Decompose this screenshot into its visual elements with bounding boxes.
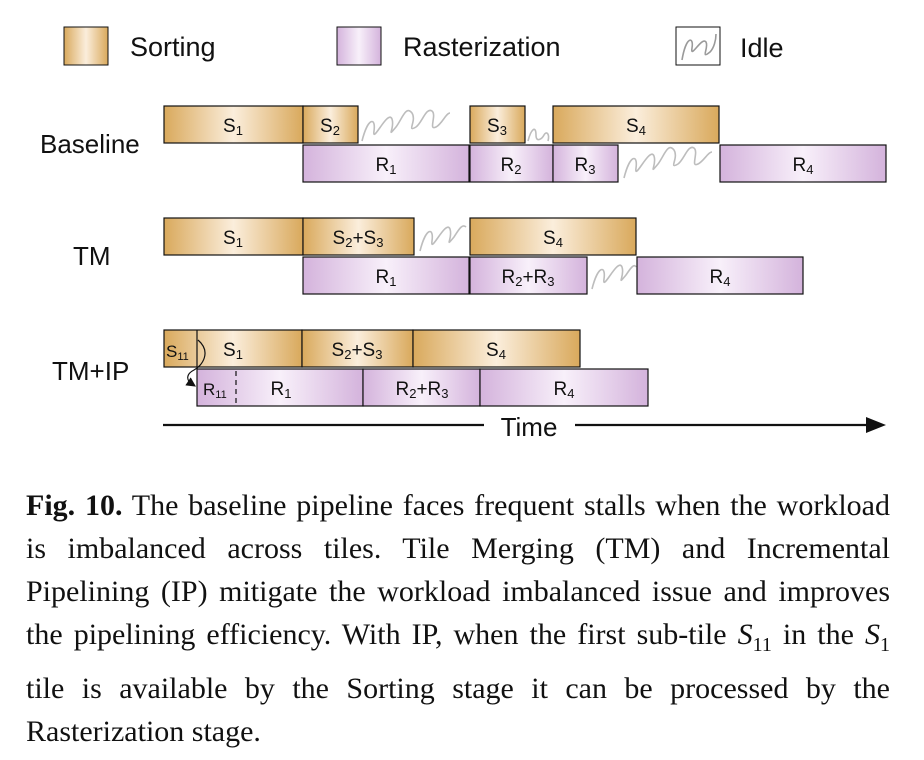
block-label: S4 [626,116,646,138]
block-label: S1 [223,228,243,250]
legend-rasterization-swatch [336,26,382,66]
rasterization-block [469,144,554,183]
legend: Sorting Rasterization Idle [63,26,784,66]
row-label-baseline: Baseline [40,129,140,159]
time-axis: Time [163,412,886,442]
row-label-tm-ip: TM+IP [52,356,129,386]
block-label: S11 [166,342,189,363]
block-label: R2+R3 [395,379,448,401]
block-label: S4 [486,340,506,362]
caption-text: tile is available by the Sorting stage i… [26,672,890,748]
idle-squiggle [591,264,637,290]
block-label: R1 [376,155,397,177]
rasterization-block [302,256,470,295]
rasterization-block [636,256,804,295]
rasterization-block [552,144,619,183]
sorting-block [469,217,637,256]
rasterization-block [362,368,481,407]
row-label-tm: TM [73,241,111,271]
rasterization-block [719,144,887,183]
caption-text: in the [771,618,865,651]
time-label: Time [501,412,558,442]
block-label: R1 [376,267,397,289]
legend-rasterization-label: Rasterization [403,32,561,62]
sorting-block [163,217,304,256]
block-label: R3 [575,155,596,177]
row-tm-ip: S11 S1 S2+S3 S4 R11 R1 R2+R3 R4 [163,329,649,407]
caption-figure-number: Fig. 10. [26,489,123,522]
pipeline-diagram: Sorting Rasterization Idle Baseline TM T… [40,26,887,442]
legend-idle-squiggle [681,33,717,61]
block-label: R4 [554,379,575,401]
rasterization-block [196,368,364,407]
block-label: R1 [271,379,292,401]
block-label: S1 [223,340,243,362]
caption-math: S11 [737,618,772,656]
idle-squiggle [623,146,713,179]
time-axis-arrowhead [866,417,886,433]
sorting-block [412,329,581,368]
idle-squiggle [527,128,550,142]
sorting-block [469,105,526,144]
handoff-arrow [185,339,206,387]
block-label: S2+S3 [332,340,383,362]
block-label: S1 [223,116,243,138]
block-label: S2 [320,116,340,138]
block-label: R2+R3 [501,267,554,289]
sorting-block [301,329,414,368]
block-label: S3 [487,116,507,138]
block-label: S2+S3 [333,228,384,250]
caption-math: S1 [865,618,890,656]
figure-caption: Fig. 10. The baseline pipeline faces fre… [26,484,890,753]
legend-sorting-label: Sorting [130,32,216,62]
legend-idle-label: Idle [740,33,784,63]
legend-sorting-swatch [63,26,109,66]
sorting-block [552,105,720,144]
rasterization-block [479,368,649,407]
sorting-block [163,329,303,368]
block-label: R4 [793,155,814,177]
idle-squiggle [361,109,451,142]
block-label: R2 [501,155,522,177]
rasterization-block [302,144,470,183]
sorting-block [302,217,415,256]
idle-stalls [361,109,713,290]
caption-text: The baseline pipeline faces frequent sta… [26,489,890,651]
idle-squiggle [419,225,467,252]
block-label: R4 [710,267,731,289]
row-tm: S1 S2+S3 S4 R1 R2+R3 R4 [163,217,804,295]
row-baseline: S1 S2 S3 S4 R1 R2 R3 R4 [163,105,887,183]
rasterization-block [469,256,588,295]
block-label: S4 [543,228,563,250]
sorting-block [302,105,359,144]
block-label: R11 [203,380,227,401]
